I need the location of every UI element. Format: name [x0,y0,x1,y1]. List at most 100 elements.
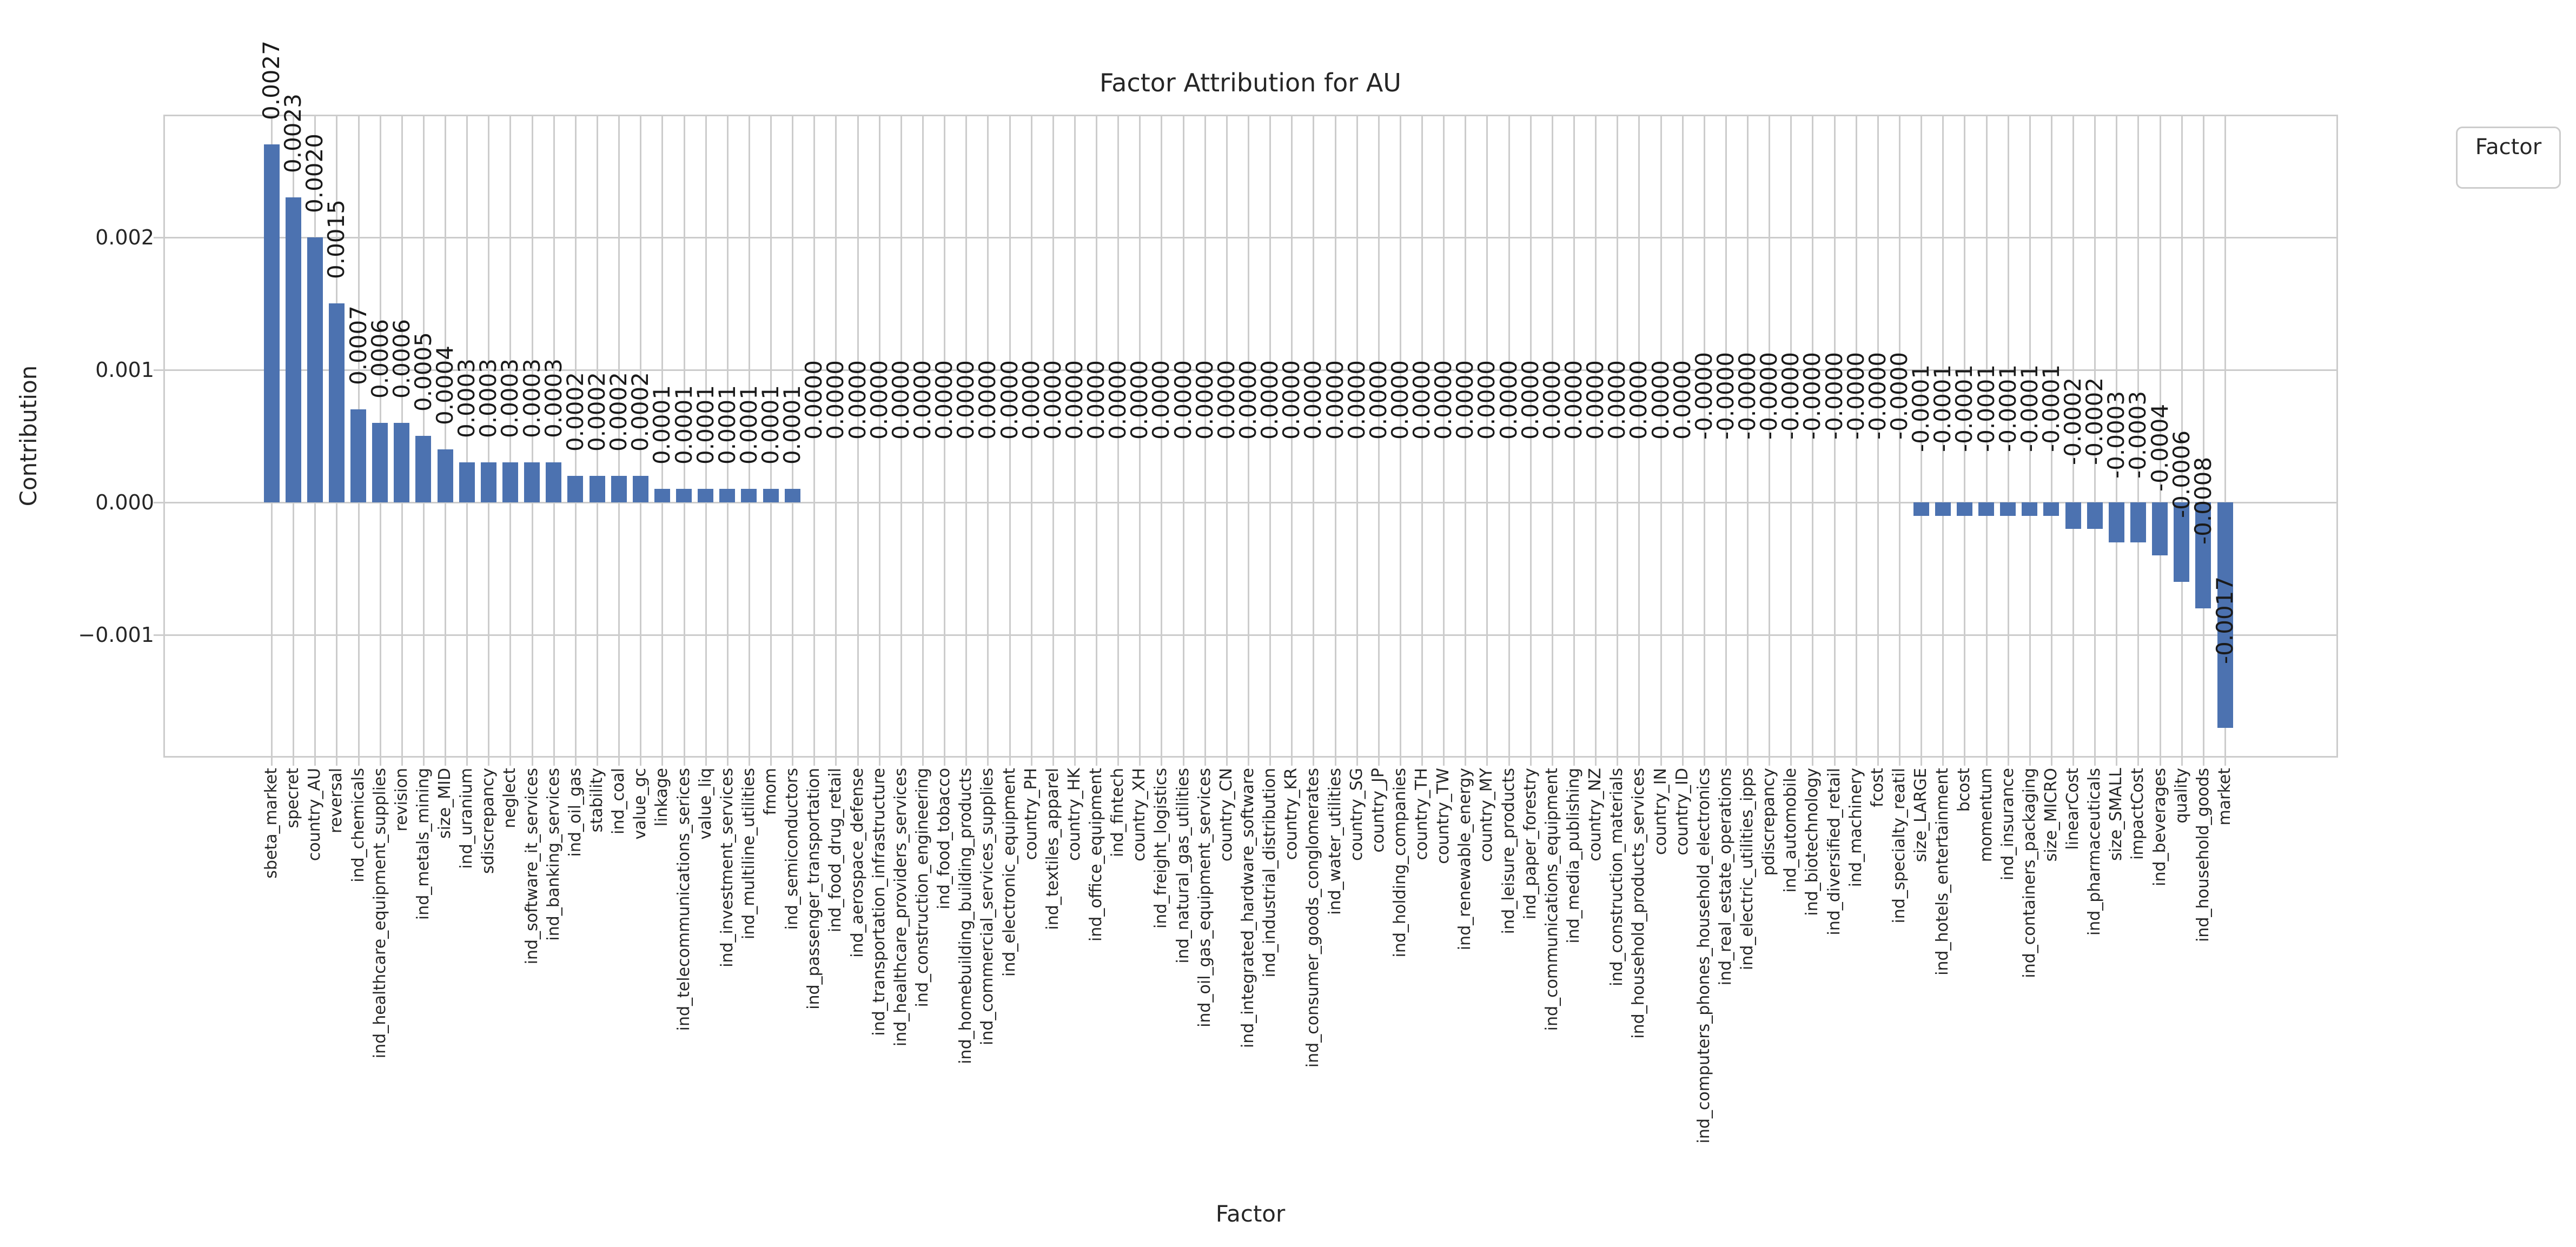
x-tick-label: specret [283,768,303,828]
x-tick [1248,756,1249,766]
plot-area [163,115,2338,758]
x-tick-label: ind_water_utilities [1325,768,1345,915]
x-tick-label: ind_beverages [2150,768,2169,886]
y-tick-label: 0.001 [95,358,154,382]
x-gridline [2181,116,2183,756]
x-tick [857,756,859,766]
x-tick [1074,756,1076,766]
x-gridline [2050,116,2052,756]
x-gridline [878,116,880,756]
x-tick-label: stability [587,768,606,833]
x-gridline [1313,116,1315,756]
bar [2152,502,2168,555]
x-tick-label: size_MID [435,768,455,839]
x-gridline [1681,116,1684,756]
x-gridline [792,116,794,756]
x-tick [401,756,403,766]
bar [2000,502,2016,516]
x-tick [618,756,620,766]
x-tick-label: ind_semiconductors [783,768,802,930]
x-tick-label: ind_passenger_transportation [804,768,824,1010]
x-tick [1595,756,1597,766]
x-tick-label: ind_industrial_distribution [1260,768,1280,978]
bar [328,303,345,502]
x-tick [1812,756,1814,766]
bar [1935,502,1951,516]
x-gridline [770,116,772,756]
x-tick [1378,756,1380,766]
x-gridline [1052,116,1054,756]
x-tick [1790,756,1792,766]
bar [698,489,714,502]
x-tick [1638,756,1640,766]
x-tick-label: country_TW [1434,768,1453,864]
x-gridline [1551,116,1553,756]
x-gridline [1291,116,1293,756]
x-gridline [1096,116,1098,756]
x-tick [597,756,598,766]
y-tick [154,502,163,503]
bar [307,237,323,502]
x-tick-label: ind_insurance [1998,768,2017,881]
bar [1913,502,1929,516]
x-gridline [987,116,989,756]
x-tick-label: ind_electronic_equipment [999,768,1019,977]
x-tick [1747,756,1749,766]
legend: Factor [2456,127,2561,189]
y-tick-label: −0.001 [78,623,154,647]
x-tick-label: ind_specialty_reatil [1890,768,1909,924]
bar [784,489,800,502]
x-gridline [1638,116,1640,756]
x-gridline [1877,116,1879,756]
x-tick-label: ind_machinery [1846,768,1865,887]
bar [394,423,410,502]
x-gridline [748,116,750,756]
x-tick [357,756,360,766]
x-gridline [488,116,490,756]
x-tick-label: ind_biotechnology [1803,768,1822,916]
x-gridline [1985,116,1988,756]
x-gridline [1812,116,1814,756]
bar [719,489,736,502]
x-tick [1356,756,1358,766]
y-gridline [165,634,2336,636]
x-tick [813,756,816,766]
x-tick [379,756,381,766]
x-tick [1465,756,1467,766]
y-tick [154,237,163,238]
x-gridline [2137,116,2140,756]
x-tick-label: ind_software_it_services [522,768,541,965]
x-tick-label: country_PH [1021,768,1041,860]
x-tick [2029,756,2031,766]
x-tick [293,756,295,766]
x-gridline [2072,116,2075,756]
x-tick-label: ind_media_publishing [1564,768,1583,944]
x-gridline [597,116,598,756]
x-tick-label: country_KR [1282,768,1301,860]
bar [567,476,584,502]
x-tick-label: ind_investment_services [717,768,737,967]
x-tick-label: ind_food_tobacco [935,768,954,910]
x-tick [1052,756,1054,766]
x-tick-label: sbeta_market [262,768,281,879]
x-tick-label: ind_holding_companies [1390,768,1409,958]
x-tick [1681,756,1684,766]
x-tick-label: country_ID [1672,768,1692,855]
x-tick-label: value_liq [696,768,715,840]
x-tick-label: impactCost [2128,768,2148,860]
x-tick-label: ind_freight_logistics [1151,768,1171,929]
bar [1978,502,1995,516]
x-tick-label: fcost [1868,768,1887,807]
x-tick [1182,756,1184,766]
x-gridline [857,116,859,756]
x-gridline [1660,116,1662,756]
x-tick-label: ind_consumer_goods_conglomerates [1303,768,1323,1068]
chart-title: Factor Attribution for AU [1100,68,1401,97]
x-tick-label: ind_computers_phones_household_electroni… [1694,768,1713,1144]
x-gridline [1161,116,1163,756]
x-tick-label: ind_containers_packaging [2019,768,2039,978]
x-tick-label: ind_multiline_utilities [739,768,758,940]
x-tick-label: country_CN [1216,768,1236,862]
x-tick-label: size_SMALL [2107,768,2126,861]
x-tick [1161,756,1163,766]
